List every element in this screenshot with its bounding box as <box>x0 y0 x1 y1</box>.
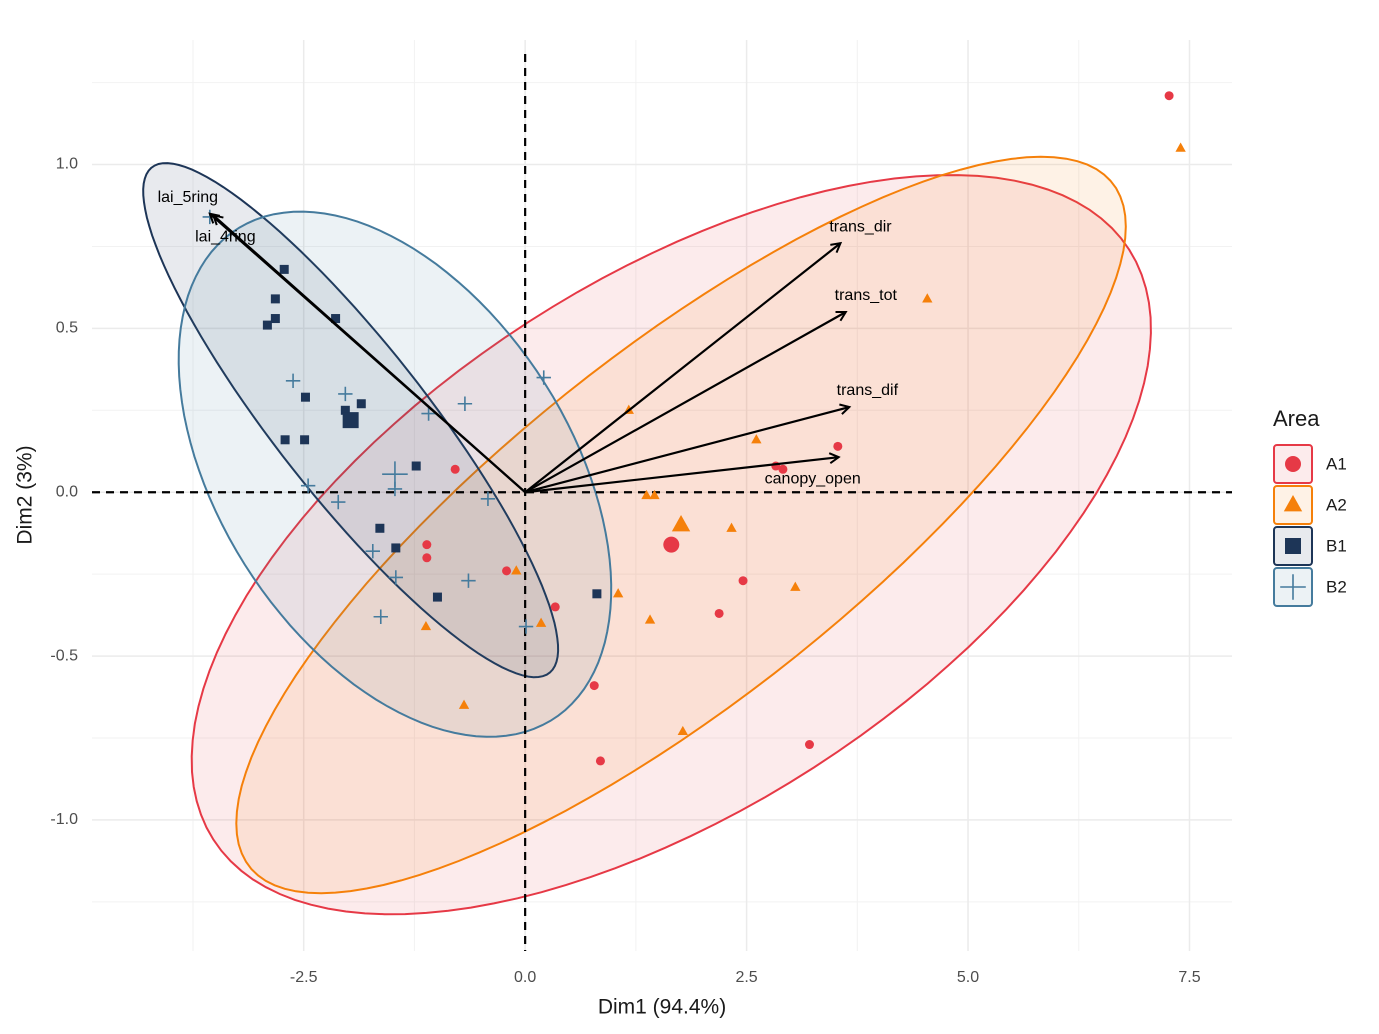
point <box>461 573 476 588</box>
legend-item: A2 <box>1273 485 1347 525</box>
loading-arrow <box>524 312 846 494</box>
point <box>450 464 460 474</box>
legend-symbol <box>1280 574 1306 600</box>
point <box>644 614 656 624</box>
centroid <box>342 412 359 429</box>
point <box>790 581 801 591</box>
legend-item: B1 <box>1273 526 1347 566</box>
point <box>457 396 473 411</box>
variable-label: lai_5ring <box>158 189 218 206</box>
x-tick-label: 0.0 <box>514 969 536 986</box>
point <box>1164 91 1174 101</box>
point <box>502 566 512 576</box>
point <box>279 264 289 274</box>
variable-label: trans_dif <box>837 382 899 399</box>
point <box>373 609 388 624</box>
legend-symbol <box>1285 538 1301 554</box>
point <box>458 699 470 709</box>
y-tick-label: 0.5 <box>56 320 78 337</box>
point <box>422 553 432 563</box>
legend-item: A1 <box>1273 444 1347 484</box>
legend-label: A1 <box>1326 454 1347 473</box>
point <box>480 491 496 506</box>
point <box>340 405 350 415</box>
y-tick-label: 1.0 <box>56 156 78 173</box>
point <box>738 576 748 586</box>
point <box>391 543 401 553</box>
centroid <box>671 514 691 532</box>
point <box>331 494 346 510</box>
point <box>641 489 652 500</box>
point <box>592 589 602 599</box>
point <box>833 441 843 451</box>
variable-label: canopy_open <box>765 470 861 487</box>
point <box>778 464 788 474</box>
legend-label: B1 <box>1326 536 1347 555</box>
point <box>300 435 310 445</box>
legend-label: B2 <box>1326 577 1347 596</box>
point <box>300 392 310 402</box>
point <box>285 373 301 389</box>
point <box>388 570 404 585</box>
point <box>804 740 814 750</box>
x-axis-title: Dim1 (94.4%) <box>598 996 726 1019</box>
point <box>411 461 421 471</box>
variable-label: trans_tot <box>835 287 898 304</box>
point <box>550 602 560 612</box>
point <box>331 314 341 324</box>
y-tick-label: 0.0 <box>56 483 78 500</box>
point <box>751 434 762 444</box>
point <box>421 406 436 421</box>
point <box>1175 142 1186 152</box>
loading-arrow <box>524 407 849 494</box>
loading-arrow <box>524 243 840 494</box>
legend-title: Area <box>1273 406 1320 431</box>
variable-label: trans_dir <box>829 218 892 235</box>
point <box>270 314 280 324</box>
loading-arrow <box>213 215 526 494</box>
point <box>612 588 624 598</box>
y-tick-label: -0.5 <box>50 647 78 664</box>
point <box>365 544 380 559</box>
point <box>535 617 547 627</box>
point <box>422 540 432 550</box>
centroid <box>663 536 680 553</box>
legend-symbol <box>1283 495 1303 512</box>
point <box>300 478 316 493</box>
x-tick-label: -2.5 <box>290 969 318 986</box>
point <box>280 435 290 445</box>
x-tick-label: 5.0 <box>957 969 979 986</box>
x-tick-label: 2.5 <box>735 969 757 986</box>
centroid <box>382 461 408 487</box>
point <box>649 489 660 500</box>
legend-item: B2 <box>1273 567 1347 607</box>
variable-label: lai_4ring <box>195 229 255 246</box>
point <box>595 756 605 766</box>
point <box>375 523 385 533</box>
loading-arrow <box>525 457 839 494</box>
point <box>420 620 432 631</box>
point <box>714 608 724 618</box>
point <box>589 681 599 691</box>
point <box>270 294 280 304</box>
point <box>536 370 551 385</box>
legend-symbol <box>1285 456 1301 472</box>
y-tick-label: -1.0 <box>50 811 78 828</box>
point <box>338 386 353 402</box>
point <box>677 725 688 736</box>
x-tick-label: 7.5 <box>1178 969 1200 986</box>
point <box>518 619 534 634</box>
point <box>432 592 442 602</box>
point <box>511 565 522 575</box>
legend-label: A2 <box>1326 495 1347 514</box>
point <box>922 293 933 303</box>
point <box>356 399 366 409</box>
point <box>726 522 737 532</box>
y-axis-title: Dim2 (3%) <box>14 445 37 544</box>
point <box>262 320 272 330</box>
